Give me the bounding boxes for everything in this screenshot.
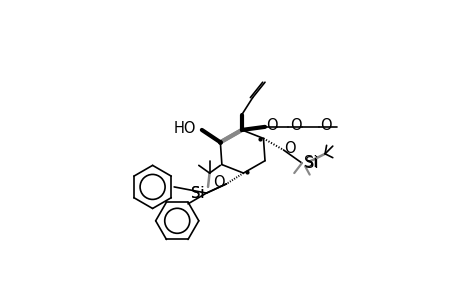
Text: Si: Si [304,156,318,171]
Text: HO: HO [173,121,195,136]
Text: Si: Si [191,186,205,201]
Text: Si: Si [303,155,316,170]
Text: O: O [320,118,331,133]
Text: Si: Si [191,186,205,201]
Text: O: O [213,175,224,190]
Text: O: O [284,141,295,156]
Text: O: O [289,118,301,133]
Text: O: O [266,118,278,133]
